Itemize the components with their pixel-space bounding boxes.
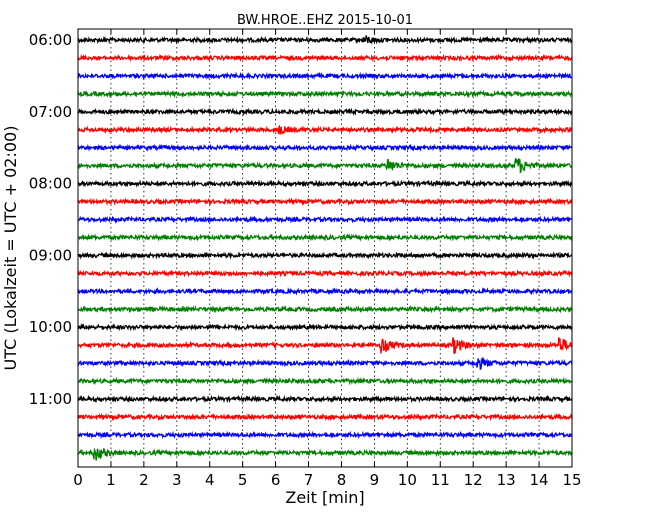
y-tick-label: 11:00 <box>29 390 72 408</box>
x-tick-label: 3 <box>172 471 182 489</box>
chart-title: BW.HROE..EHZ 2015-10-01 <box>237 13 413 28</box>
trace-row-06:45 <box>77 89 573 99</box>
x-tick-label: 6 <box>271 471 281 489</box>
x-tick-label: 8 <box>337 471 347 489</box>
y-tick-label: 07:00 <box>29 103 72 121</box>
seismogram-traces <box>77 35 573 461</box>
x-tick-label: 4 <box>205 471 215 489</box>
x-tick-label: 7 <box>304 471 314 489</box>
x-tick-label: 10 <box>398 471 417 489</box>
trace-row-07:45 <box>77 157 573 174</box>
trace-row-08:30 <box>77 215 573 224</box>
trace-row-08:15 <box>77 197 573 206</box>
plot-frame <box>77 28 573 468</box>
trace-row-09:00 <box>77 251 573 260</box>
y-axis-ticks: 06:00 07:00 08:00 09:00 10:00 11:00 <box>29 31 83 408</box>
x-tick-label: 5 <box>238 471 248 489</box>
y-tick-label: 08:00 <box>29 175 72 193</box>
x-axis-ticks: 0 1 2 3 4 5 6 7 8 9 10 11 12 13 14 15 <box>73 29 582 489</box>
x-tick-label: 0 <box>73 471 83 489</box>
trace-row-11:30 <box>77 430 573 440</box>
x-axis-label: Zeit [min] <box>285 488 364 507</box>
x-tick-label: 1 <box>106 471 116 489</box>
trace-row-10:00 <box>77 322 573 332</box>
trace-row-09:45 <box>77 304 573 314</box>
trace-row-07:30 <box>77 143 573 152</box>
trace-row-06:30 <box>77 71 573 81</box>
trace-row-08:00 <box>77 179 573 188</box>
trace-row-07:15 <box>77 125 573 135</box>
trace-row-06:15 <box>77 53 573 63</box>
y-tick-label: 09:00 <box>29 246 72 264</box>
trace-row-07:00 <box>77 107 573 117</box>
x-tick-label: 14 <box>530 471 549 489</box>
trace-row-11:45 <box>77 447 573 461</box>
trace-row-11:15 <box>77 412 573 422</box>
x-tick-label: 12 <box>464 471 483 489</box>
trace-row-11:00 <box>77 394 573 404</box>
grid-lines <box>110 29 540 467</box>
x-tick-label: 9 <box>370 471 380 489</box>
trace-row-10:15 <box>77 337 573 354</box>
x-tick-label: 15 <box>562 471 581 489</box>
x-tick-label: 2 <box>139 471 149 489</box>
trace-row-06:00 <box>77 35 573 45</box>
x-tick-label: 13 <box>497 471 516 489</box>
trace-row-10:45 <box>77 376 573 386</box>
trace-row-09:15 <box>77 269 573 278</box>
y-tick-label: 10:00 <box>29 318 72 336</box>
y-axis-label: UTC (Lokalzeit = UTC + 02:00) <box>1 126 20 371</box>
trace-row-09:30 <box>77 286 573 296</box>
trace-row-08:45 <box>77 233 573 242</box>
y-tick-label: 06:00 <box>29 31 72 49</box>
trace-row-10:30 <box>77 356 573 371</box>
x-tick-label: 11 <box>431 471 450 489</box>
